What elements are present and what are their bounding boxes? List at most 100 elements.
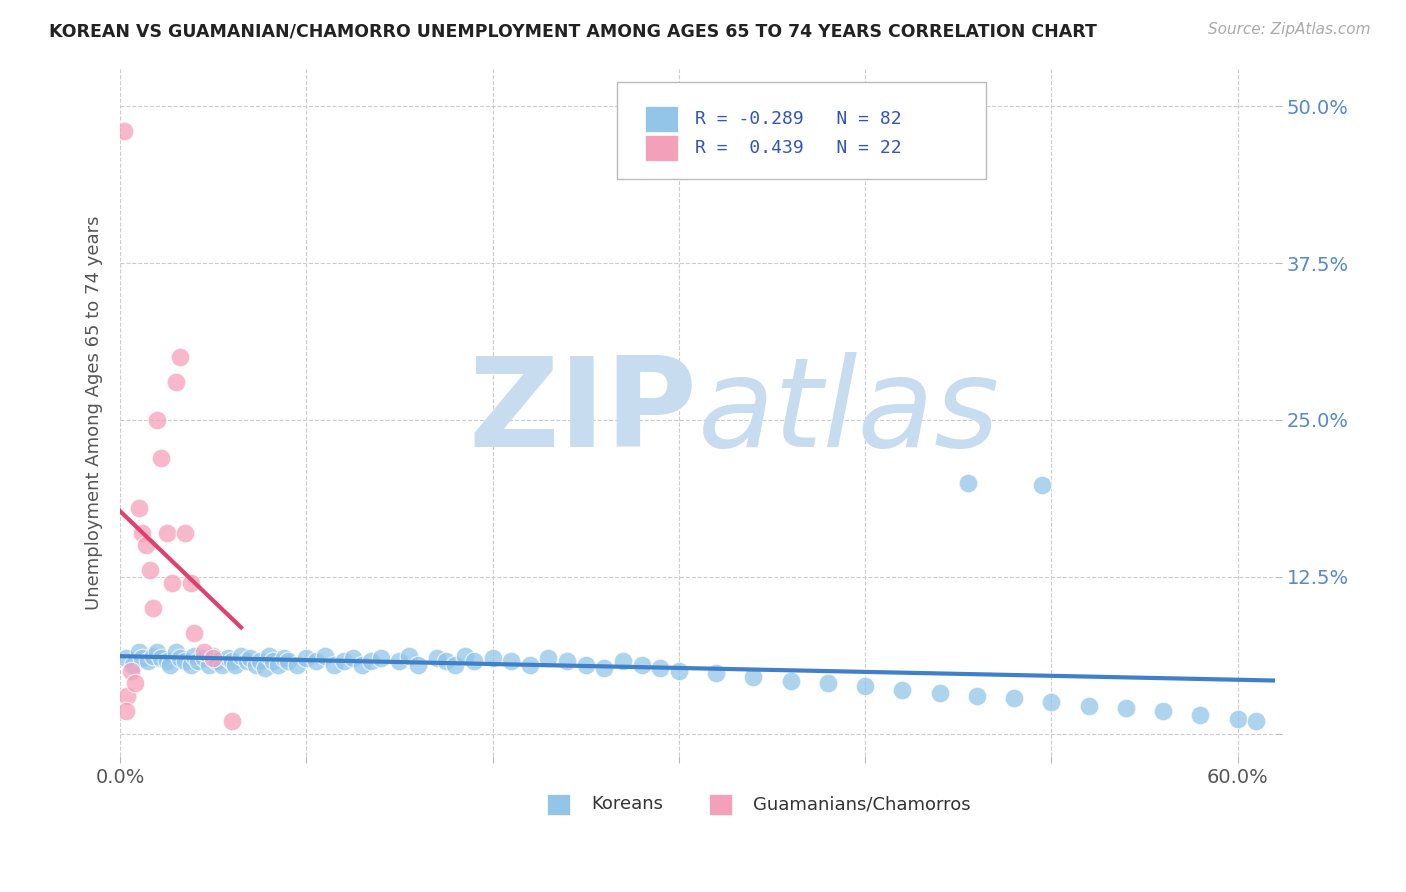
- Point: [205, 654, 228, 668]
- Point: [817, 676, 839, 690]
- Point: [262, 654, 284, 668]
- Point: [136, 654, 159, 668]
- Point: [165, 645, 187, 659]
- Point: [193, 645, 215, 659]
- Point: [211, 657, 233, 672]
- Point: [398, 648, 420, 663]
- Point: [1002, 691, 1025, 706]
- Point: [229, 648, 252, 663]
- Point: [202, 651, 225, 665]
- Point: [165, 376, 187, 390]
- Point: [112, 124, 135, 138]
- Text: Source: ZipAtlas.com: Source: ZipAtlas.com: [1208, 22, 1371, 37]
- Point: [966, 689, 988, 703]
- Point: [575, 657, 598, 672]
- Point: [323, 657, 346, 672]
- Point: [668, 664, 690, 678]
- Text: ZIP: ZIP: [468, 351, 697, 473]
- Point: [224, 657, 246, 672]
- Point: [352, 657, 374, 672]
- Point: [555, 654, 578, 668]
- Point: [704, 666, 727, 681]
- Point: [114, 651, 136, 665]
- Y-axis label: Unemployment Among Ages 65 to 74 years: Unemployment Among Ages 65 to 74 years: [86, 215, 103, 609]
- Point: [146, 413, 169, 427]
- Text: R =  0.439   N = 22: R = 0.439 N = 22: [695, 139, 901, 157]
- FancyBboxPatch shape: [645, 106, 678, 133]
- Point: [198, 657, 221, 672]
- Point: [235, 654, 257, 668]
- Point: [388, 654, 411, 668]
- Point: [139, 564, 162, 578]
- Point: [342, 651, 364, 665]
- Point: [202, 648, 225, 663]
- Point: [1246, 714, 1268, 728]
- Point: [169, 651, 191, 665]
- Text: KOREAN VS GUAMANIAN/CHAMORRO UNEMPLOYMENT AMONG AGES 65 TO 74 YEARS CORRELATION : KOREAN VS GUAMANIAN/CHAMORRO UNEMPLOYMEN…: [49, 22, 1097, 40]
- Point: [928, 686, 950, 700]
- Point: [142, 648, 165, 663]
- Point: [155, 654, 177, 668]
- Point: [593, 661, 616, 675]
- Point: [221, 714, 243, 728]
- Text: Koreans: Koreans: [591, 796, 664, 814]
- Point: [160, 576, 183, 591]
- Point: [124, 676, 146, 690]
- FancyBboxPatch shape: [645, 136, 678, 161]
- Point: [183, 648, 205, 663]
- Point: [128, 500, 150, 515]
- Point: [406, 657, 429, 672]
- Point: [257, 648, 280, 663]
- Point: [1115, 701, 1137, 715]
- Text: R = -0.289   N = 82: R = -0.289 N = 82: [695, 111, 901, 128]
- Point: [254, 661, 277, 675]
- Point: [155, 525, 177, 540]
- Point: [650, 661, 672, 675]
- Point: [1077, 698, 1099, 713]
- Point: [1031, 478, 1053, 492]
- Point: [444, 657, 467, 672]
- Point: [277, 654, 299, 668]
- Point: [1040, 695, 1063, 709]
- Point: [314, 648, 336, 663]
- Point: [221, 654, 243, 668]
- Point: [370, 651, 392, 665]
- Point: [120, 664, 142, 678]
- Point: [149, 450, 172, 465]
- Point: [285, 657, 308, 672]
- Point: [180, 576, 202, 591]
- Point: [217, 651, 239, 665]
- Point: [891, 682, 914, 697]
- Point: [481, 651, 503, 665]
- Text: atlas: atlas: [697, 351, 1000, 473]
- Point: [426, 651, 449, 665]
- Point: [453, 648, 475, 663]
- Point: [159, 657, 181, 672]
- Point: [630, 657, 652, 672]
- Point: [332, 654, 354, 668]
- Point: [131, 651, 153, 665]
- Point: [501, 654, 523, 668]
- Point: [267, 657, 290, 672]
- Point: [519, 657, 541, 672]
- Point: [1152, 704, 1174, 718]
- Point: [304, 654, 326, 668]
- Point: [169, 350, 191, 364]
- Point: [131, 525, 153, 540]
- Point: [434, 654, 457, 668]
- Point: [273, 651, 295, 665]
- Point: [295, 651, 318, 665]
- Point: [174, 654, 197, 668]
- Point: [853, 679, 876, 693]
- Point: [128, 645, 150, 659]
- FancyBboxPatch shape: [547, 794, 571, 814]
- Point: [537, 651, 560, 665]
- Point: [193, 651, 215, 665]
- Point: [463, 654, 485, 668]
- Point: [187, 654, 209, 668]
- Point: [135, 538, 157, 552]
- Point: [1226, 712, 1249, 726]
- Point: [779, 673, 801, 688]
- Point: [239, 651, 262, 665]
- Point: [122, 657, 145, 672]
